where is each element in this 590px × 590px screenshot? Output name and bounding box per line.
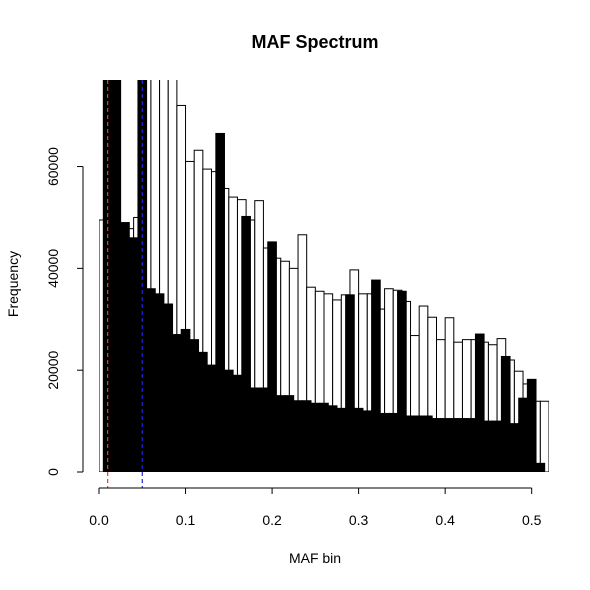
- black-bar: [301, 400, 312, 472]
- black-bar: [466, 418, 476, 472]
- black-bar: [414, 415, 425, 472]
- black-bar: [146, 288, 156, 472]
- black-bar: [483, 420, 494, 472]
- black-bar: [526, 378, 537, 472]
- black-bar: [397, 290, 407, 472]
- black-bar: [492, 420, 502, 472]
- black-bar: [448, 418, 459, 472]
- black-bar: [474, 333, 485, 472]
- black-bar: [535, 462, 546, 472]
- black-bar: [405, 415, 416, 472]
- black-bar: [232, 374, 243, 472]
- black-bar: [111, 80, 122, 472]
- black-bar: [327, 405, 338, 472]
- black-bar: [379, 412, 390, 472]
- x-tick-label: 0.4: [435, 512, 455, 528]
- black-bar: [241, 215, 251, 472]
- black-bar: [440, 418, 450, 472]
- black-bar: [154, 293, 165, 472]
- black-bar: [215, 132, 225, 472]
- black-bar: [319, 402, 329, 472]
- black-bar: [275, 395, 286, 472]
- x-tick-label: 0.3: [349, 512, 369, 528]
- black-bar: [267, 241, 277, 472]
- black-bar: [198, 351, 208, 472]
- black-bar: [189, 339, 200, 472]
- y-tick-label: 40000: [45, 249, 61, 288]
- black-bar: [457, 418, 468, 472]
- black-bar: [223, 369, 234, 472]
- y-axis-label: Frequency: [5, 251, 21, 317]
- black-bar: [371, 279, 381, 472]
- black-bar: [172, 334, 182, 472]
- y-axis: 0 20000 40000 60000: [45, 147, 84, 476]
- black-bar: [120, 222, 130, 472]
- x-tick-label: 0.1: [176, 512, 196, 528]
- black-bar: [206, 364, 217, 472]
- black-bar: [431, 418, 442, 472]
- x-tick-label: 0.5: [522, 512, 542, 528]
- x-tick-label: 0.0: [89, 512, 109, 528]
- black-bar: [163, 303, 174, 472]
- black-bar: [500, 355, 511, 472]
- black-bar: [284, 395, 295, 472]
- bars-group: [99, 80, 549, 472]
- black-bar: [249, 387, 260, 472]
- y-tick-label: 20000: [45, 351, 61, 390]
- black-bar: [293, 400, 303, 472]
- black-bar: [345, 294, 355, 472]
- black-bar: [388, 412, 399, 472]
- y-tick-label: 0: [45, 468, 61, 476]
- black-bar: [353, 407, 364, 472]
- chart-title: MAF Spectrum: [251, 32, 378, 52]
- black-bar: [310, 402, 321, 472]
- x-axis: 0.0 0.1 0.2 0.3 0.4 0.5: [89, 487, 542, 528]
- black-bar: [423, 415, 433, 472]
- black-bar: [336, 407, 347, 472]
- black-bar: [509, 423, 520, 472]
- x-axis-label: MAF bin: [289, 550, 341, 566]
- black-bar: [258, 387, 269, 472]
- black-bar: [518, 397, 528, 472]
- black-bar: [128, 237, 139, 472]
- x-tick-label: 0.2: [262, 512, 282, 528]
- white-bar: [539, 400, 549, 472]
- y-tick-label: 60000: [45, 147, 61, 186]
- black-bar: [180, 328, 191, 472]
- reference-lines: [107, 80, 143, 488]
- black-bar: [362, 410, 373, 472]
